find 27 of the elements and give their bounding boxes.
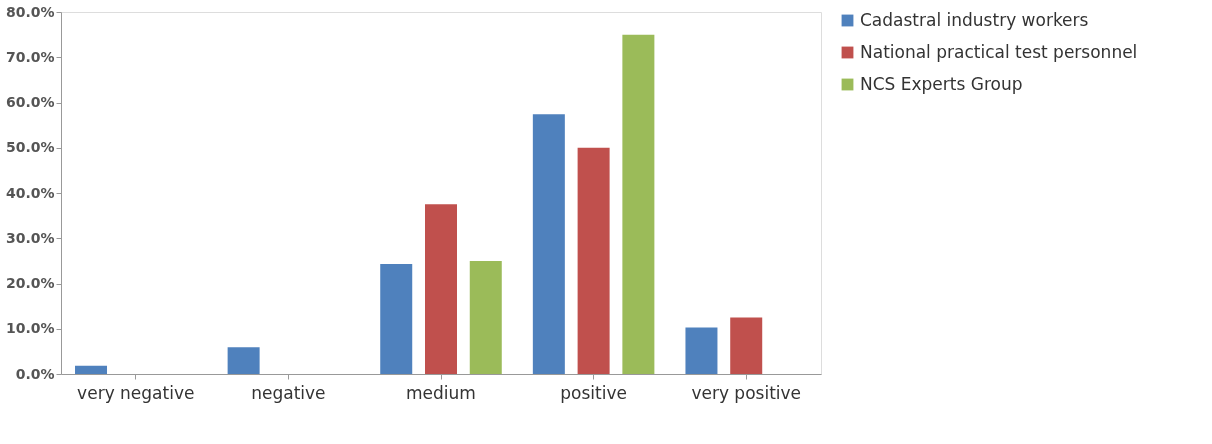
x-tick-label: very positive [691, 382, 802, 403]
y-tick-label: 10.0% [5, 320, 55, 337]
y-tick-label: 60.0% [5, 94, 55, 110]
x-tick-label: positive [560, 382, 627, 403]
x-tick-label: very negative [77, 382, 195, 403]
y-tick-label: 50.0% [5, 139, 55, 156]
y-tick-label: 0.0% [15, 365, 55, 382]
y-tick-label: 20.0% [5, 275, 55, 291]
bar [577, 147, 610, 374]
y-tick-label: 80.0% [5, 3, 55, 20]
bar [425, 204, 457, 374]
legend-label: Cadastral industry workers [860, 9, 1089, 30]
y-tick-label: 70.0% [5, 48, 55, 65]
bar [75, 365, 108, 374]
y-tick-label: 40.0% [5, 184, 55, 201]
x-tick-label: negative [251, 382, 326, 403]
bar [622, 34, 655, 374]
legend-label: NCS Experts Group [860, 73, 1023, 94]
y-tick-label: 30.0% [5, 229, 55, 246]
bar [227, 347, 260, 374]
bar [730, 317, 763, 374]
bar [380, 264, 413, 374]
bar [532, 114, 565, 374]
bar [469, 260, 502, 374]
legend-label: National practical test personnel [860, 41, 1138, 62]
bar [685, 327, 718, 374]
x-tick-label: medium [406, 382, 476, 403]
